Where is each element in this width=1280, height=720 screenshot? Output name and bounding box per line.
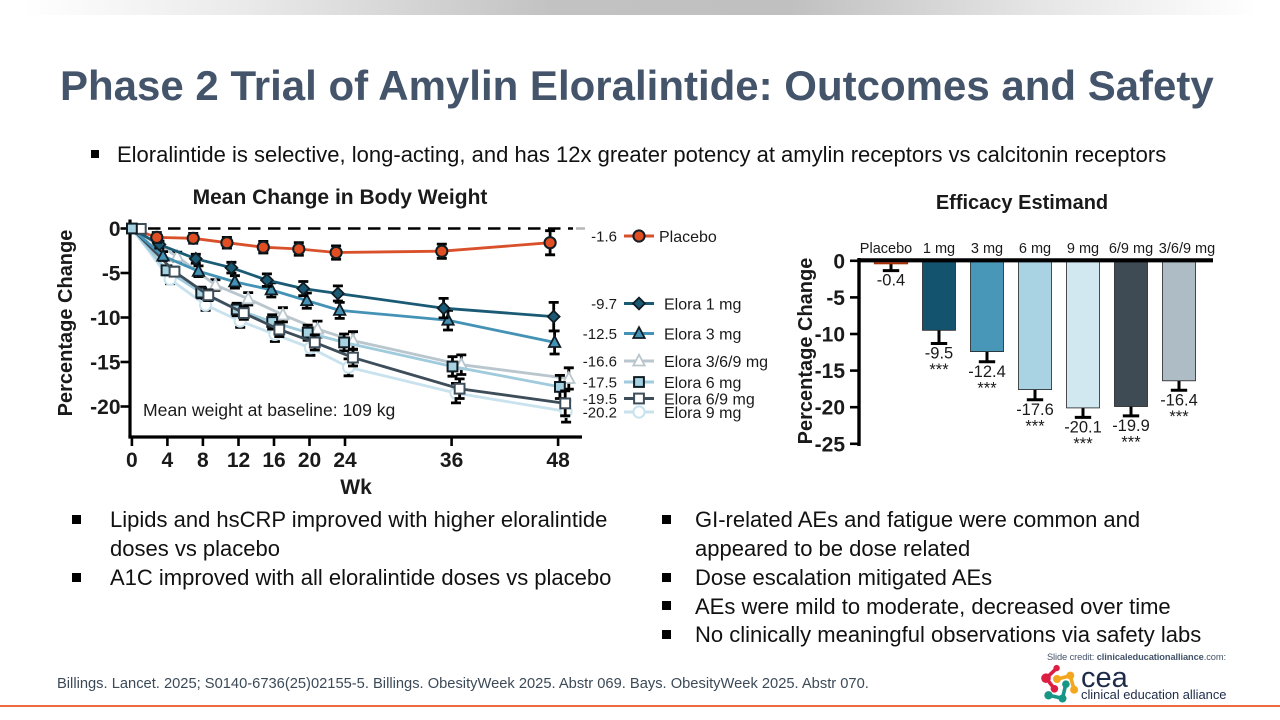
svg-text:6 mg: 6 mg: [1019, 241, 1051, 257]
svg-text:Efficacy Estimand: Efficacy Estimand: [936, 192, 1108, 214]
svg-text:-9.7: -9.7: [591, 296, 617, 313]
svg-text:-12.4: -12.4: [968, 363, 1006, 381]
svg-text:48: 48: [546, 449, 570, 472]
svg-text:-10: -10: [90, 307, 120, 330]
svg-text:-16.6: -16.6: [583, 354, 617, 371]
svg-text:***: ***: [977, 379, 997, 397]
svg-text:3 mg: 3 mg: [971, 241, 1003, 257]
svg-text:***: ***: [1169, 408, 1189, 426]
svg-text:***: ***: [1121, 433, 1141, 451]
svg-text:1 mg: 1 mg: [923, 241, 955, 257]
svg-text:-9.5: -9.5: [925, 345, 953, 363]
svg-text:Placebo: Placebo: [860, 241, 912, 257]
svg-text:***: ***: [1025, 417, 1045, 435]
svg-text:-17.6: -17.6: [1016, 401, 1054, 419]
svg-text:-15: -15: [90, 352, 121, 375]
svg-text:-17.5: -17.5: [583, 375, 617, 392]
svg-text:Elora 6/9 mg: Elora 6/9 mg: [664, 392, 755, 409]
svg-text:Elora 3/6/9 mg: Elora 3/6/9 mg: [664, 354, 768, 371]
svg-text:-19.9: -19.9: [1112, 417, 1150, 435]
svg-text:6/9 mg: 6/9 mg: [1109, 241, 1153, 257]
svg-text:0: 0: [833, 250, 845, 273]
svg-text:Mean Change in Body Weight: Mean Change in Body Weight: [193, 186, 488, 209]
svg-text:0: 0: [126, 449, 138, 472]
svg-text:-5: -5: [826, 287, 845, 310]
svg-text:-20: -20: [90, 396, 120, 419]
svg-text:-1.6: -1.6: [591, 229, 617, 246]
svg-text:36: 36: [440, 449, 463, 472]
svg-text:Wk: Wk: [340, 476, 372, 499]
svg-text:Elora 6 mg: Elora 6 mg: [664, 375, 741, 392]
svg-text:-16.4: -16.4: [1160, 391, 1198, 409]
svg-text:Elora 3 mg: Elora 3 mg: [664, 327, 741, 344]
svg-text:clinical education alliance: clinical education alliance: [1081, 687, 1226, 702]
svg-text:-20.2: -20.2: [583, 405, 617, 422]
svg-text:8: 8: [197, 449, 209, 472]
svg-text:Mean weight at baseline: 109 k: Mean weight at baseline: 109 kg: [143, 400, 395, 420]
svg-text:cea: cea: [1081, 662, 1129, 694]
svg-text:Elora 9 mg: Elora 9 mg: [664, 405, 741, 422]
svg-text:Placebo: Placebo: [659, 229, 717, 246]
svg-text:Percentage Change: Percentage Change: [795, 258, 817, 445]
svg-text:-19.5: -19.5: [583, 391, 617, 408]
svg-text:-20.1: -20.1: [1064, 418, 1102, 436]
svg-text:-5: -5: [102, 263, 121, 286]
svg-text:4: 4: [162, 449, 174, 472]
svg-text:12: 12: [227, 449, 250, 472]
svg-text:-12.5: -12.5: [583, 326, 617, 343]
svg-text:-10: -10: [815, 324, 845, 347]
svg-text:-25: -25: [815, 433, 846, 456]
svg-text:***: ***: [1073, 435, 1093, 453]
svg-text:Percentage Change: Percentage Change: [55, 230, 77, 417]
svg-text:9 mg: 9 mg: [1067, 241, 1099, 257]
svg-text:16: 16: [262, 449, 285, 472]
svg-text:24: 24: [333, 449, 357, 472]
svg-text:-15: -15: [815, 360, 846, 383]
svg-text:-0.4: -0.4: [877, 272, 905, 290]
svg-text:3/6/9 mg: 3/6/9 mg: [1159, 241, 1215, 257]
svg-text:***: ***: [929, 361, 949, 379]
svg-text:20: 20: [298, 449, 321, 472]
svg-text:Elora 1 mg: Elora 1 mg: [664, 297, 741, 314]
svg-text:-20: -20: [815, 397, 845, 420]
svg-text:0: 0: [109, 218, 121, 241]
